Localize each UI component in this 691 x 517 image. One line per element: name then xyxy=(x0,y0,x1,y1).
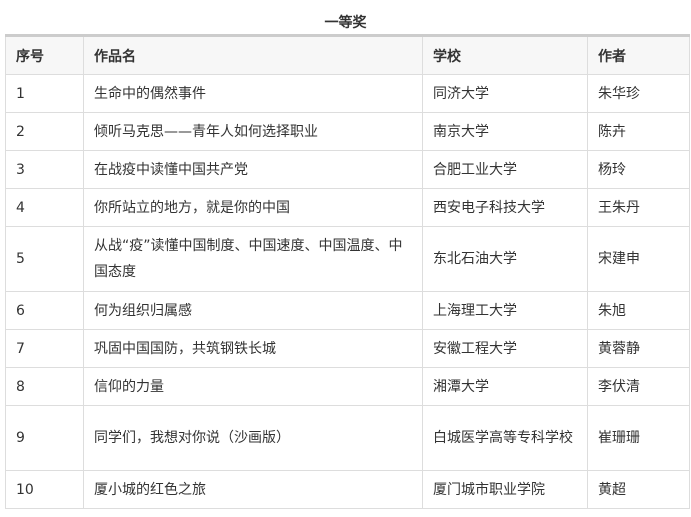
cell-index: 1 xyxy=(5,74,84,113)
cell-school: 安徽工程大学 xyxy=(422,329,588,368)
cell-work-title: 倾听马克思——青年人如何选择职业 xyxy=(83,112,423,151)
cell-work-title: 你所站立的地方，就是你的中国 xyxy=(83,188,423,227)
cell-work-title: 巩固中国国防，共筑钢铁长城 xyxy=(83,329,423,368)
cell-work-title: 从战“疫”读懂中国制度、中国速度、中国温度、中国态度 xyxy=(83,226,423,292)
cell-school: 同济大学 xyxy=(422,74,588,113)
cell-author: 王朱丹 xyxy=(587,188,690,227)
table-row: 1 生命中的偶然事件 同济大学 朱华珍 xyxy=(5,74,690,113)
cell-work-title: 同学们，我想对你说（沙画版） xyxy=(83,405,423,471)
cell-author: 崔珊珊 xyxy=(587,405,690,471)
cell-author: 黄超 xyxy=(587,470,690,509)
table-row: 2 倾听马克思——青年人如何选择职业 南京大学 陈卉 xyxy=(5,112,690,151)
table-caption: 一等奖 xyxy=(324,15,367,31)
table-header-row: 序号 作品名 学校 作者 xyxy=(5,35,690,75)
cell-school: 湘潭大学 xyxy=(422,367,588,406)
table-row: 9 同学们，我想对你说（沙画版） 白城医学高等专科学校 崔珊珊 xyxy=(5,405,690,471)
cell-author: 黄蓉静 xyxy=(587,329,690,368)
cell-work-title: 生命中的偶然事件 xyxy=(83,74,423,113)
cell-author: 朱旭 xyxy=(587,291,690,330)
cell-author: 李伏清 xyxy=(587,367,690,406)
cell-work-title: 信仰的力量 xyxy=(83,367,423,406)
header-index: 序号 xyxy=(5,35,84,75)
cell-school: 南京大学 xyxy=(422,112,588,151)
cell-author: 陈卉 xyxy=(587,112,690,151)
cell-school: 西安电子科技大学 xyxy=(422,188,588,227)
cell-index: 9 xyxy=(5,405,84,471)
cell-school: 东北石油大学 xyxy=(422,226,588,292)
table-row: 10 厦小城的红色之旅 厦门城市职业学院 黄超 xyxy=(5,470,690,509)
table-row: 6 何为组织归属感 上海理工大学 朱旭 xyxy=(5,291,690,330)
table-row: 7 巩固中国国防，共筑钢铁长城 安徽工程大学 黄蓉静 xyxy=(5,329,690,368)
table-row: 3 在战疫中读懂中国共产党 合肥工业大学 杨玲 xyxy=(5,150,690,189)
cell-index: 4 xyxy=(5,188,84,227)
header-school: 学校 xyxy=(422,35,588,75)
cell-index: 10 xyxy=(5,470,84,509)
table-row: 4 你所站立的地方，就是你的中国 西安电子科技大学 王朱丹 xyxy=(5,188,690,227)
cell-school: 厦门城市职业学院 xyxy=(422,470,588,509)
cell-school: 合肥工业大学 xyxy=(422,150,588,189)
cell-index: 2 xyxy=(5,112,84,151)
cell-author: 宋建申 xyxy=(587,226,690,292)
award-table: 序号 作品名 学校 作者 1 生命中的偶然事件 同济大学 朱华珍 2 倾听马克思——青年人… xyxy=(5,34,690,509)
cell-index: 8 xyxy=(5,367,84,406)
cell-index: 7 xyxy=(5,329,84,368)
header-work-title: 作品名 xyxy=(83,35,423,75)
cell-school: 白城医学高等专科学校 xyxy=(422,405,588,471)
cell-index: 5 xyxy=(5,226,84,292)
cell-work-title: 何为组织归属感 xyxy=(83,291,423,330)
table-row: 5 从战“疫”读懂中国制度、中国速度、中国温度、中国态度 东北石油大学 宋建申 xyxy=(5,226,690,292)
cell-author: 杨玲 xyxy=(587,150,690,189)
cell-school: 上海理工大学 xyxy=(422,291,588,330)
cell-index: 6 xyxy=(5,291,84,330)
table-row: 8 信仰的力量 湘潭大学 李伏清 xyxy=(5,367,690,406)
cell-work-title: 在战疫中读懂中国共产党 xyxy=(83,150,423,189)
cell-author: 朱华珍 xyxy=(587,74,690,113)
header-author: 作者 xyxy=(587,35,690,75)
cell-work-title: 厦小城的红色之旅 xyxy=(83,470,423,509)
cell-index: 3 xyxy=(5,150,84,189)
